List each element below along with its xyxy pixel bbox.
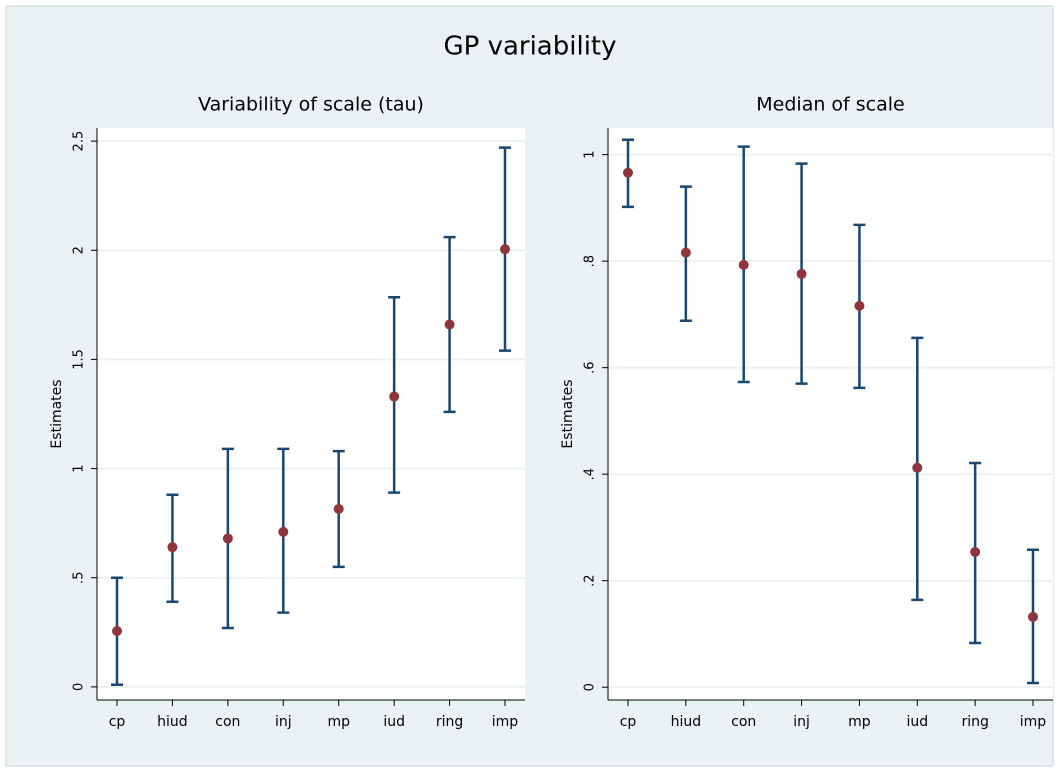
point [854, 300, 865, 311]
x-tick-label: inj [275, 714, 292, 730]
point [500, 244, 510, 255]
x-tick-label: imp [1020, 714, 1047, 730]
x-tick-label: con [731, 714, 756, 730]
x-tick-label: mp [848, 714, 871, 730]
figure-title: GP variability [443, 32, 616, 62]
point [970, 546, 981, 557]
y-tick-label: 2.5 [72, 131, 87, 152]
y-tick-label: 0 [72, 683, 87, 691]
x-tick-label: mp [327, 714, 350, 730]
x-tick-label: iud [383, 714, 405, 730]
y-tick-label: 1 [583, 150, 598, 158]
chart-title: Variability of scale (tau) [198, 94, 424, 116]
x-tick-label: con [215, 714, 240, 730]
point [1028, 611, 1038, 622]
y-tick-label: .6 [583, 361, 598, 373]
y-tick-label: 1.5 [72, 349, 87, 370]
point [623, 167, 633, 178]
y-tick-label: .4 [583, 468, 598, 480]
x-tick-label: ring [436, 714, 463, 730]
y-tick-label: 2 [72, 246, 87, 254]
x-tick-label: hiud [671, 714, 702, 730]
point [738, 259, 749, 270]
y-tick-label: 0 [583, 683, 598, 691]
point [389, 391, 400, 402]
point [112, 626, 122, 637]
point [278, 526, 289, 537]
point [680, 247, 691, 258]
y-axis-label: Estimates [560, 379, 576, 448]
y-tick-label: 1 [72, 464, 87, 472]
y-tick-label: .8 [583, 255, 598, 267]
x-tick-label: ring [961, 714, 988, 730]
point [912, 462, 923, 473]
point [333, 503, 344, 514]
x-tick-label: cp [620, 714, 637, 730]
x-tick-label: iud [906, 714, 928, 730]
y-axis-label: Estimates [49, 379, 65, 448]
y-tick-label: .2 [583, 574, 598, 586]
x-tick-label: inj [793, 714, 810, 730]
chart-title: Median of scale [756, 94, 904, 116]
point [444, 319, 455, 330]
point [796, 268, 807, 279]
y-tick-label: .5 [72, 572, 87, 584]
point [167, 542, 178, 553]
plot-region [97, 128, 525, 700]
x-tick-label: hiud [157, 714, 188, 730]
plot-region [608, 128, 1053, 700]
x-tick-label: cp [109, 714, 126, 730]
x-tick-label: imp [492, 714, 519, 730]
point [222, 533, 233, 544]
